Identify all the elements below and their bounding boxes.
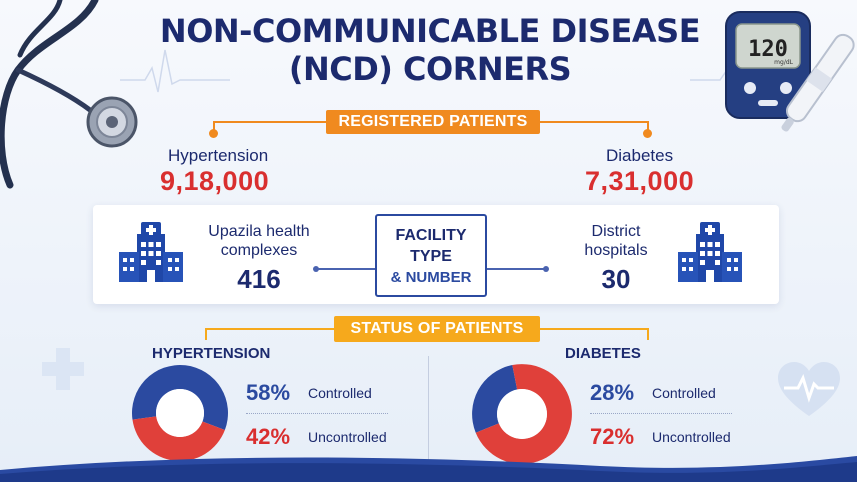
facility-left-value: 416 xyxy=(237,264,281,294)
facility-right-label-line2: hospitals xyxy=(584,242,648,259)
svg-text:120: 120 xyxy=(748,37,788,62)
diabetes-controlled-label: Controlled xyxy=(652,385,716,401)
status-diabetes-heading: DIABETES xyxy=(565,345,641,362)
status-divider xyxy=(428,356,429,464)
diabetes-controlled-slice xyxy=(472,365,518,433)
heart-pulse-icon xyxy=(778,362,840,416)
registered-connector-right-v xyxy=(647,121,649,131)
registered-hypertension-value: 9,18,000 xyxy=(160,166,270,196)
facility-left-label-line1: Upazila health xyxy=(208,223,310,240)
status-connector-right-v xyxy=(647,328,649,340)
hypertension-uncontrolled-label: Uncontrolled xyxy=(308,429,387,445)
diabetes-donut-chart xyxy=(472,364,572,464)
facility-connector-right-dot xyxy=(543,266,549,272)
glucometer-icon: 120 mg/dL xyxy=(725,11,811,119)
registered-connector-right-dot xyxy=(643,129,652,138)
registered-connector-left-h xyxy=(214,121,326,123)
status-hypertension-heading: HYPERTENSION xyxy=(152,345,271,362)
facility-type-line3: & NUMBER xyxy=(390,269,472,286)
facility-connector-right-line xyxy=(487,268,544,270)
bottom-wave-decoration xyxy=(0,456,857,482)
diabetes-uncontrolled-label: Uncontrolled xyxy=(652,429,731,445)
facility-connector-left-line xyxy=(318,268,375,270)
medical-cross-icon xyxy=(42,348,84,390)
registered-connector-left-dot xyxy=(209,129,218,138)
lancet-pen-icon xyxy=(781,33,855,132)
hypertension-controlled-label: Controlled xyxy=(308,385,372,401)
registered-connector-left-v xyxy=(213,121,215,131)
hypertension-donut-hole xyxy=(156,389,204,437)
hypertension-donut-chart xyxy=(132,365,228,461)
facility-left-label-line2: complexes xyxy=(220,242,298,259)
facility-type-line2: TYPE xyxy=(410,248,452,265)
registered-connector-right-h xyxy=(540,121,648,123)
hypertension-controlled-pct: 58% xyxy=(246,380,291,405)
hypertension-uncontrolled-slice xyxy=(132,416,225,461)
diabetes-uncontrolled-slice xyxy=(475,364,572,464)
hospital-icon xyxy=(119,222,183,282)
facility-right-value: 30 xyxy=(601,264,631,294)
stethoscope-icon xyxy=(0,0,138,189)
registered-patients-banner: REGISTERED PATIENTS xyxy=(326,110,540,134)
facility-type-box: FACILITY TYPE & NUMBER xyxy=(375,214,487,297)
registered-diabetes-label: Diabetes xyxy=(606,146,674,165)
hospital-icon xyxy=(678,222,742,282)
facility-type-line1: FACILITY xyxy=(395,227,467,244)
svg-text:mg/dL: mg/dL xyxy=(774,59,793,66)
diabetes-donut-hole xyxy=(497,389,547,439)
hypertension-uncontrolled-pct: 42% xyxy=(246,424,291,449)
diabetes-controlled-pct: 28% xyxy=(590,380,635,405)
status-of-patients-banner: STATUS OF PATIENTS xyxy=(334,316,540,342)
status-connector-left-v xyxy=(205,328,207,340)
diabetes-uncontrolled-pct: 72% xyxy=(590,424,635,449)
hypertension-row-divider xyxy=(246,413,388,414)
facility-connector-left-dot xyxy=(313,266,319,272)
registered-hypertension-label: Hypertension xyxy=(168,146,269,165)
status-connector-right-h xyxy=(540,328,648,330)
hypertension-controlled-slice xyxy=(132,365,228,431)
diabetes-row-divider xyxy=(590,413,732,414)
registered-diabetes-value: 7,31,000 xyxy=(585,166,695,196)
status-connector-left-h xyxy=(206,328,334,330)
page-title: NON-COMMUNICABLE DISEASE (NCD) CORNERS xyxy=(159,12,701,88)
facility-right-label-line1: District xyxy=(591,223,641,240)
